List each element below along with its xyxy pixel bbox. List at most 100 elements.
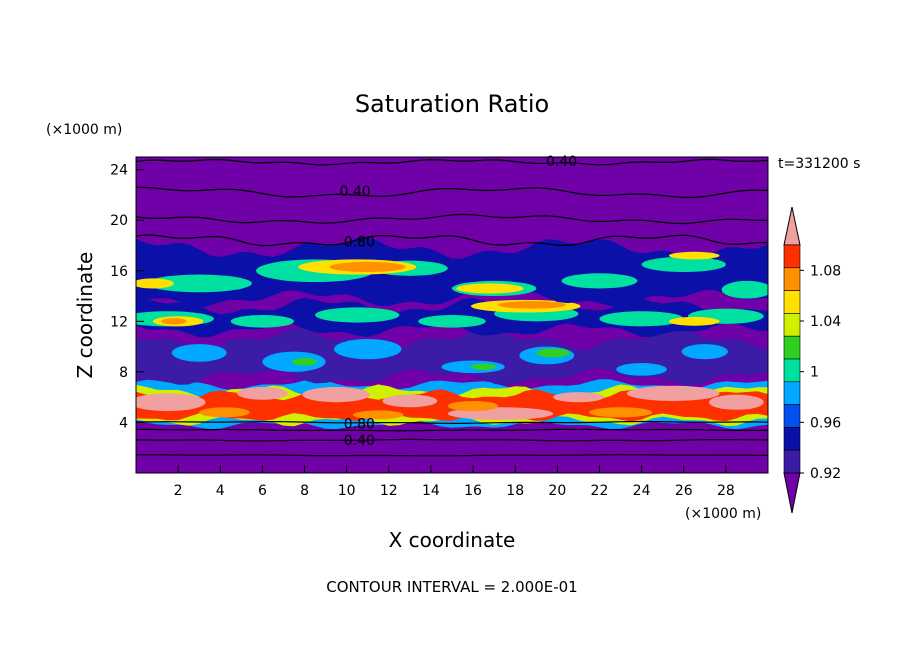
supersaturated-patch <box>302 387 370 403</box>
colorbar-bottom-arrow <box>783 472 801 514</box>
contour-label: 0.80 <box>344 235 375 251</box>
teal-patch <box>418 315 486 328</box>
y-units-label: (×1000 m) <box>46 122 122 138</box>
colorbar-label: 1 <box>810 365 819 381</box>
orange-patch <box>447 400 499 412</box>
x-tick-label: 28 <box>717 483 735 499</box>
x-tick-label: 6 <box>258 483 267 499</box>
orange-patch <box>161 318 187 325</box>
supersaturated-patch <box>626 385 720 401</box>
teal-patch <box>146 274 252 293</box>
teal-patch <box>721 280 768 299</box>
yellow-patch <box>456 283 524 294</box>
supersaturated-patch <box>709 394 764 410</box>
colorbar-box <box>783 290 801 314</box>
x-tick-label: 20 <box>548 483 566 499</box>
y-tick-label: 12 <box>110 314 128 330</box>
contour-line <box>136 186 768 198</box>
colorbar-box <box>783 449 801 474</box>
x-axis-ticks: 2 4 6 8 10 12 14 16 18 20 22 24 26 28 <box>174 465 735 499</box>
time-label: t=331200 s <box>778 156 860 172</box>
supersaturated-patch <box>237 387 288 400</box>
x-tick-label: 12 <box>380 483 398 499</box>
cyan-patch <box>681 344 728 360</box>
orange-patch <box>329 261 406 273</box>
teal-patch <box>315 307 400 323</box>
y-axis-ticks: 4 8 12 16 20 24 <box>110 163 144 431</box>
cyan-patch <box>334 339 402 360</box>
y-tick-label: 24 <box>110 163 128 179</box>
contour-line <box>136 454 768 457</box>
colorbar-box <box>783 244 801 269</box>
x-units-label: (×1000 m) <box>685 506 761 522</box>
band-16-blue <box>136 237 768 308</box>
supersaturated-patch <box>136 393 206 412</box>
contour-line <box>136 213 768 225</box>
colorbar-label: 0.92 <box>810 466 841 482</box>
contour-line <box>136 158 768 166</box>
colorbar-box <box>783 267 801 291</box>
green-patch <box>470 363 497 370</box>
colorbar-top-arrow <box>783 206 801 246</box>
colorbar-label: 1.08 <box>810 263 841 279</box>
x-tick-label: 16 <box>464 483 482 499</box>
x-tick-label: 22 <box>591 483 609 499</box>
cyan-patch <box>616 363 667 376</box>
contour-line <box>136 438 768 442</box>
plot-frame <box>135 156 769 474</box>
bands-layer <box>136 237 768 430</box>
chart-title: Saturation Ratio <box>355 90 549 118</box>
contour-label: 0.80 <box>344 417 375 433</box>
yellow-patch <box>136 278 174 289</box>
y-tick-label: 4 <box>119 415 128 431</box>
colorbar-box <box>783 404 801 428</box>
orange-patch <box>498 301 566 309</box>
colorbar-box <box>783 427 801 451</box>
x-tick-label: 18 <box>506 483 524 499</box>
contour-line <box>136 420 768 424</box>
x-tick-label: 4 <box>216 483 225 499</box>
contour-labels-layer: 0.400.400.800.800.40 <box>340 154 578 449</box>
colorbar-box <box>783 358 801 383</box>
y-tick-label: 8 <box>119 365 128 381</box>
x-axis-title: X coordinate <box>389 528 516 552</box>
contour-interval-note: CONTOUR INTERVAL = 2.000E-01 <box>326 578 577 596</box>
contour-plot-area: 0.400.400.800.800.40 <box>135 154 769 474</box>
yellow-patch <box>668 316 720 326</box>
contour-label: 0.40 <box>344 433 375 449</box>
contour-lines-layer <box>136 158 768 457</box>
cyan-patch <box>171 344 227 362</box>
colorbar-box <box>783 381 801 405</box>
x-tick-label: 14 <box>422 483 440 499</box>
contour-line <box>136 234 768 247</box>
x-tick-label: 24 <box>633 483 651 499</box>
x-tick-label: 8 <box>300 483 309 499</box>
teal-patch <box>230 315 294 328</box>
green-patch <box>291 357 318 366</box>
orange-patch <box>588 407 653 418</box>
orange-patch <box>199 407 250 418</box>
x-tick-label: 10 <box>338 483 356 499</box>
contour-label: 0.40 <box>546 154 577 170</box>
y-tick-label: 20 <box>110 213 128 229</box>
x-tick-label: 26 <box>675 483 693 499</box>
x-tick-label: 2 <box>174 483 183 499</box>
supersaturated-patch <box>553 392 604 403</box>
colorbar-label: 1.04 <box>810 314 841 330</box>
green-patch <box>536 348 570 358</box>
colorbar: 0.92 0.96 1 1.04 1.08 <box>783 206 841 514</box>
teal-patch <box>641 256 726 273</box>
y-tick-label: 16 <box>110 264 128 280</box>
colorbar-box <box>783 313 801 337</box>
colorbar-label: 0.96 <box>810 415 841 431</box>
teal-patch <box>561 273 638 289</box>
colorbar-box <box>783 335 801 360</box>
yellow-patch <box>668 251 720 260</box>
orange-patch <box>352 410 404 420</box>
contour-label: 0.40 <box>340 184 371 200</box>
contour-line <box>136 428 768 432</box>
teal-patch <box>599 311 684 327</box>
supersaturated-patch <box>382 394 438 408</box>
y-axis-title: Z coordinate <box>73 252 97 379</box>
